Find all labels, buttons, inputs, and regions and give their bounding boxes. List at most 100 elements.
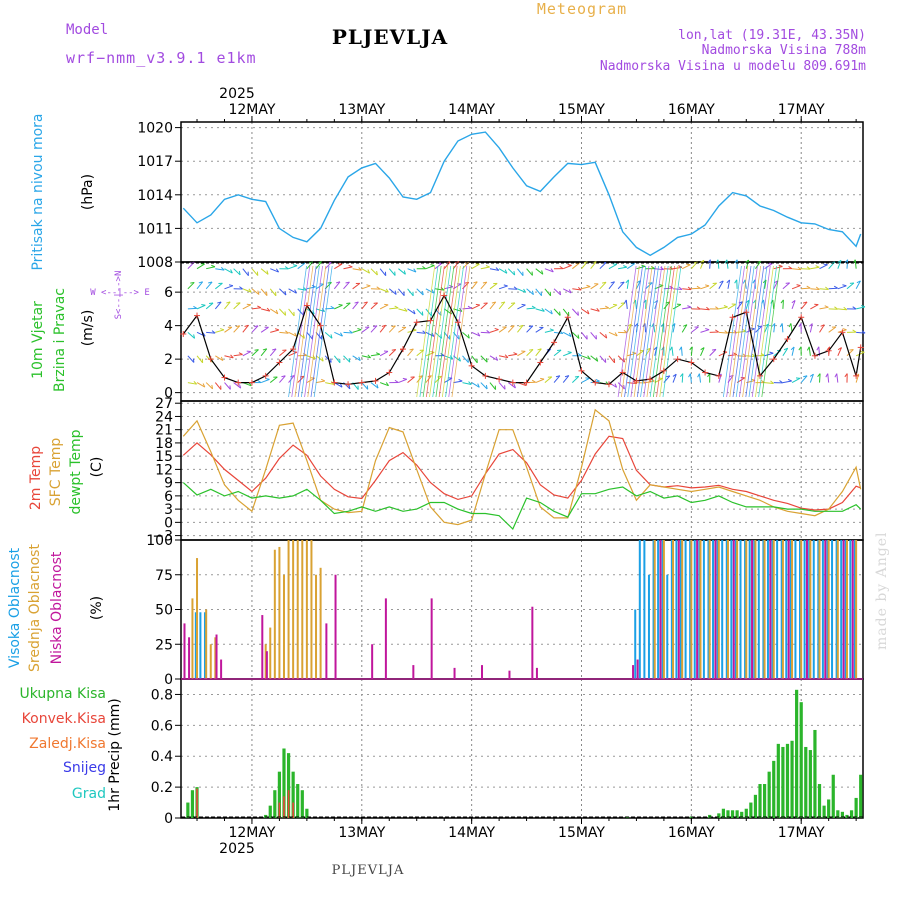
wind-arrow xyxy=(224,326,233,333)
wind-arrow-head xyxy=(528,349,534,351)
wind-arrow xyxy=(808,346,811,356)
wind-arrow xyxy=(517,324,524,333)
wind-arrow-head xyxy=(651,323,655,328)
wind-arrow xyxy=(187,382,197,385)
wind-streak xyxy=(640,265,659,398)
cloud-bar xyxy=(803,540,806,679)
wind-arrow xyxy=(782,380,792,384)
wind-arrow-head xyxy=(523,288,527,293)
wind-arrow-head xyxy=(641,264,646,267)
wind-streak xyxy=(748,265,768,398)
wind-arrow xyxy=(599,355,607,363)
wind-arrow-head xyxy=(719,280,724,284)
wind-arrow xyxy=(361,355,371,359)
wind-arrow xyxy=(233,382,242,389)
wind-arrow xyxy=(270,268,279,273)
wind-arrow xyxy=(279,331,289,334)
wind-arrow xyxy=(370,302,378,310)
cloud-ylabel-1: Visoka Oblacnost xyxy=(7,547,23,668)
cloud-bar xyxy=(708,540,711,679)
wind-arrow xyxy=(746,355,756,358)
wind-arrow xyxy=(819,288,829,291)
precip-legend-item: Grad xyxy=(72,786,106,802)
wind-arrow-head xyxy=(257,305,262,309)
wind-arrow-head xyxy=(193,334,196,339)
wind-tick-label: 2 xyxy=(164,352,173,368)
wind-arrow xyxy=(187,355,195,363)
cloud-bar xyxy=(776,540,779,679)
wind-arrow xyxy=(709,282,717,290)
wind-arrow-head xyxy=(623,265,628,268)
wind-arrow xyxy=(700,285,710,290)
cloud-bar xyxy=(757,540,760,679)
wind-arrow-head xyxy=(742,279,746,284)
wind-arrow xyxy=(334,331,343,337)
precip-bar xyxy=(840,811,845,818)
wind-arrow xyxy=(297,262,306,270)
wind-arrow xyxy=(489,283,498,290)
cloud-bar xyxy=(855,540,858,679)
wind-arrow xyxy=(388,288,397,295)
wind-streak xyxy=(416,265,436,398)
wind-arrow-head xyxy=(587,355,591,360)
cloud-bar xyxy=(717,540,720,679)
wind-arrow-head xyxy=(265,377,270,380)
wind-ylabel-1: 10m Vjetar xyxy=(30,301,46,379)
wind-arrow-head xyxy=(705,328,710,331)
wind-streak xyxy=(745,265,765,398)
cloud-bar xyxy=(684,540,687,679)
panels-group: 100810111014101710200246−303691215182124… xyxy=(137,116,866,827)
wind-arrow-head xyxy=(790,346,795,351)
wind-arrow xyxy=(672,304,682,310)
wind-arrow-head xyxy=(458,357,461,362)
wind-arrow xyxy=(489,301,497,310)
wind-arrow-head xyxy=(349,330,353,334)
precip-tick-label: 0.2 xyxy=(151,780,173,796)
cloud-bar xyxy=(310,540,313,679)
precip-bar xyxy=(283,796,285,818)
wind-arrow-head xyxy=(774,280,779,284)
wind-arrow xyxy=(233,325,241,333)
wind-arrow-head xyxy=(798,323,802,327)
wind-arrow xyxy=(810,266,820,270)
pressure-tick-label: 1014 xyxy=(137,188,173,204)
cloud-bar xyxy=(531,606,534,679)
wind-arrow xyxy=(690,346,693,356)
model-name: wrf−nmm_v3.9.1 e1km xyxy=(66,49,257,67)
wind-arrow xyxy=(270,329,280,333)
wind-arrow-head xyxy=(376,352,381,355)
wind-arrow xyxy=(856,331,866,334)
cloud-bar xyxy=(844,540,847,679)
wind-arrow xyxy=(416,375,423,383)
wind-arrow xyxy=(196,382,206,388)
temperature-tick-label: 18 xyxy=(155,436,173,452)
precip-bar xyxy=(827,799,831,818)
precip-legend-item: Zaledj.Kisa xyxy=(29,736,106,752)
wind-arrow xyxy=(508,353,518,357)
precip-bar xyxy=(758,784,762,818)
cloud-bar xyxy=(824,540,827,679)
wind-arrow-head xyxy=(834,306,838,310)
wind-arrow xyxy=(434,262,443,270)
cloud-bar xyxy=(772,540,775,679)
wind-arrow-head xyxy=(504,354,509,358)
wind-arrow-head xyxy=(844,373,848,378)
wind-arrow xyxy=(563,352,572,357)
cloud-bar xyxy=(662,540,665,679)
wind-arrow xyxy=(224,301,231,310)
wind-arrow-head xyxy=(294,289,297,294)
wind-arrow-head xyxy=(806,285,811,289)
temp-ylabel-4: (C) xyxy=(89,457,105,478)
wind-arrow-head xyxy=(752,299,757,304)
wind-arrow-head xyxy=(513,286,518,290)
wind-arrow-head xyxy=(391,349,396,351)
cloud-bar xyxy=(763,540,766,679)
cloud-bar xyxy=(214,637,217,679)
wind-arrow xyxy=(279,349,287,357)
wind-arrow xyxy=(654,268,664,271)
wind-arrow-head xyxy=(723,305,728,308)
wind-arrow xyxy=(672,323,676,333)
wind-arrow-head xyxy=(394,290,397,295)
precip-bar xyxy=(277,771,282,818)
wind-arrow xyxy=(260,288,268,296)
